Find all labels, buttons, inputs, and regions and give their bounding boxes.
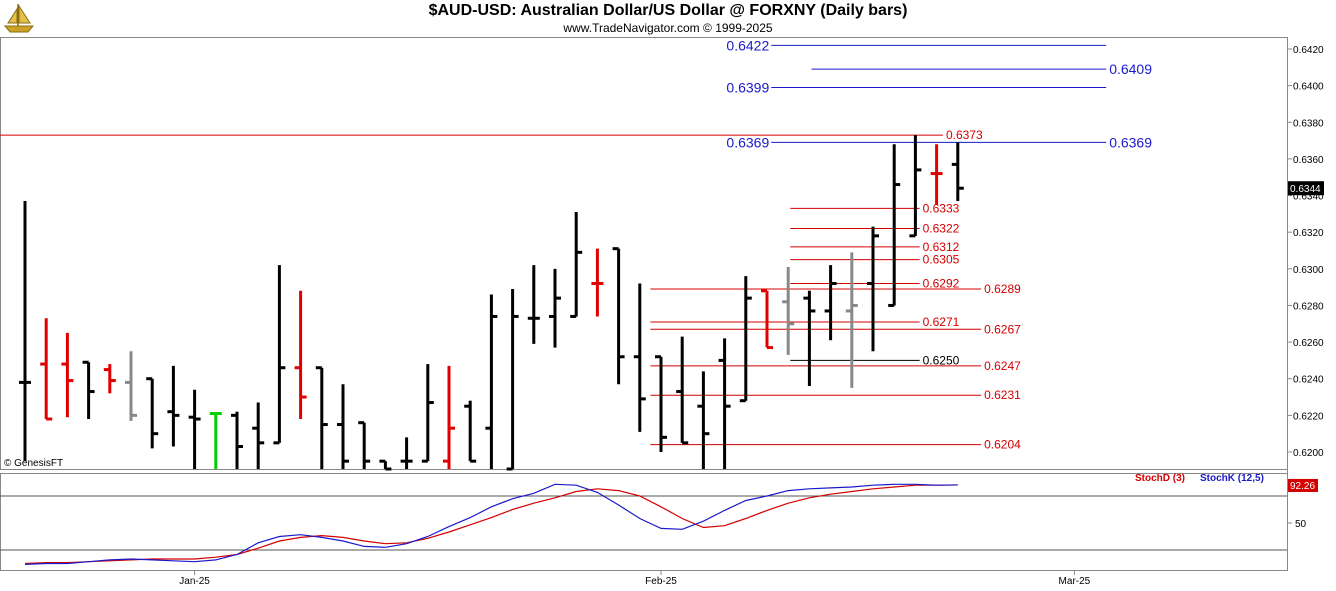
page-title: $AUD-USD: Australian Dollar/US Dollar @ … [428,2,908,19]
x-tick-label: Feb-25 [645,576,677,587]
level-label: 0.6373 [946,128,983,142]
price-tick-label: 0.6260 [1293,338,1324,349]
level-label: 0.6422 [726,37,769,53]
oscillator-panel-frame [0,473,1288,571]
stochk-legend: StochK (12,5) [1200,473,1264,484]
level-label: 0.6289 [984,282,1021,296]
page-subtitle: www.TradeNavigator.com © 1999-2025 [563,21,773,35]
osc-value-label: 92.26 [1290,481,1315,492]
x-tick-label: Jan-25 [179,576,210,587]
stochd-line [24,484,958,565]
level-label: 0.6369 [726,134,769,150]
osc-value-tag [1288,478,1318,492]
price-tick-label: 0.6280 [1293,301,1324,312]
last-price-label: 0.6344 [1290,184,1321,195]
last-price-tag [1288,181,1324,196]
level-label: 0.6369 [1109,134,1152,150]
price-tick-label: 0.6400 [1293,82,1324,93]
price-tick-label: 0.6420 [1293,45,1324,56]
price-tick-label: 0.6200 [1293,448,1324,459]
level-label: 0.6204 [984,438,1021,452]
watermark: © GenesisFT [4,458,64,469]
level-label: 0.6399 [726,79,769,95]
level-label: 0.6305 [923,253,960,267]
price-tick-label: 0.6220 [1293,411,1324,422]
price-tick-label: 0.6240 [1293,375,1324,386]
level-label: 0.6231 [984,388,1021,402]
price-tick-label: 0.6380 [1293,118,1324,129]
gold-sailing-ship-icon [3,4,35,33]
level-label: 0.6312 [923,240,960,254]
level-label: 0.6250 [923,353,960,367]
price-tick-label: 0.6320 [1293,228,1324,239]
price-tick-label: 0.6340 [1293,192,1324,203]
level-label: 0.6271 [923,315,960,329]
level-label: 0.6333 [923,201,960,215]
level-label: 0.6267 [984,322,1021,336]
stochk-line [24,483,958,565]
x-tick-label: Mar-25 [1059,576,1091,587]
level-label: 0.6409 [1109,61,1152,77]
level-label: 0.6292 [923,276,960,290]
price-tick-label: 0.6360 [1293,155,1324,166]
price-tick-label: 0.6300 [1293,265,1324,276]
stochd-legend: StochD (3) [1135,473,1185,484]
osc-tick-label: 50 [1295,519,1307,530]
level-label: 0.6247 [984,359,1021,373]
level-label: 0.6322 [923,222,960,236]
